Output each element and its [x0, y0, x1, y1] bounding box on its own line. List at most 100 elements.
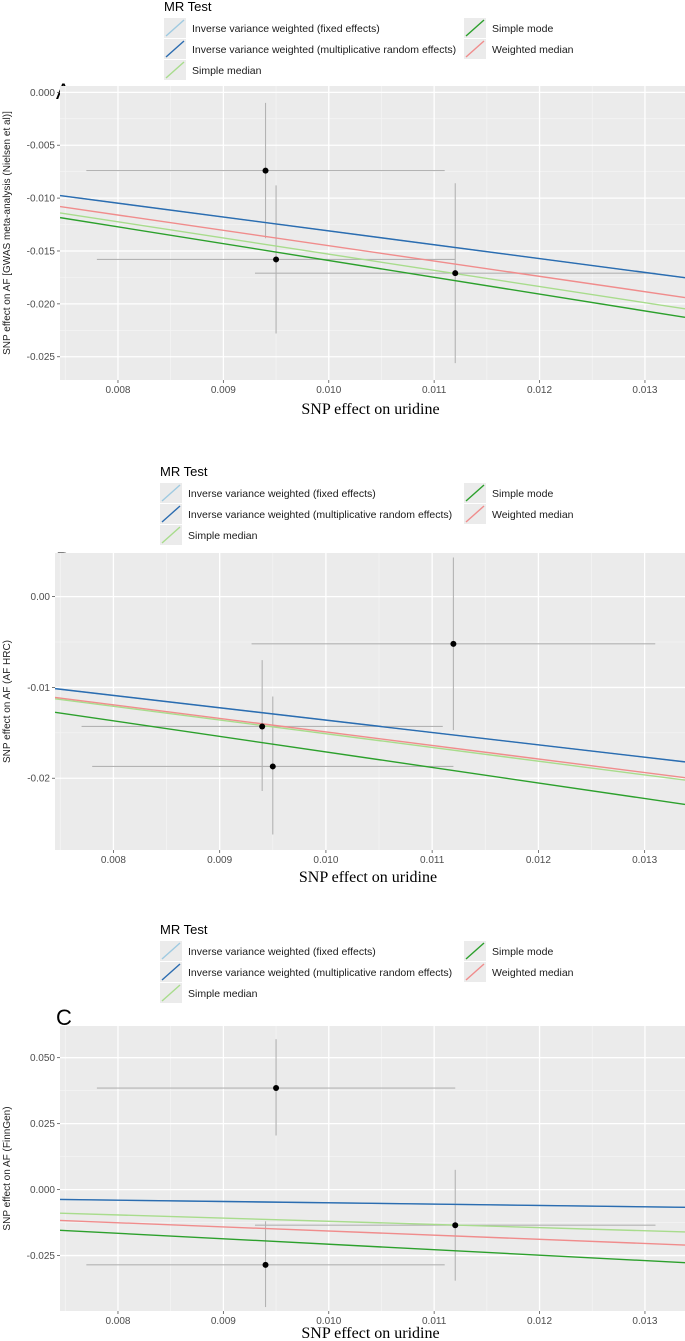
legend-key-line: [465, 40, 485, 58]
legend-item: Inverse variance weighted (multiplicativ…: [164, 39, 456, 59]
snp-point: [262, 167, 269, 174]
regression-line: [55, 696, 685, 779]
legend-label: Weighted median: [492, 967, 574, 979]
x-tick-label: 0.008: [101, 855, 126, 866]
legend-key-line: [161, 963, 181, 981]
snp-point: [452, 1222, 459, 1229]
legend-key-line: [165, 19, 185, 37]
legend-label: Inverse variance weighted (multiplicativ…: [188, 967, 452, 979]
snp-point: [259, 723, 266, 730]
snp-point: [450, 640, 457, 647]
legend-item: Simple mode: [464, 18, 553, 38]
legend-label: Weighted median: [492, 44, 574, 56]
legend-label: Simple median: [188, 988, 258, 1000]
regression-line: [60, 212, 685, 310]
snp-point: [273, 256, 280, 263]
x-tick-label: 0.012: [526, 855, 551, 866]
y-tick-label: -0.015: [27, 246, 56, 257]
legend-key-line: [465, 505, 485, 523]
legend-label: Simple mode: [492, 488, 553, 500]
legend-key-line: [161, 942, 181, 960]
y-tick-label: -0.025: [27, 1251, 56, 1262]
legend-label: Inverse variance weighted (fixed effects…: [188, 488, 376, 500]
x-tick-label: 0.009: [207, 855, 232, 866]
legend-label: Simple median: [188, 530, 258, 542]
y-tick-label: 0.050: [30, 1053, 55, 1064]
legend-label: Simple median: [192, 65, 262, 77]
legend-2: MR Test Inverse variance weighted (fixed …: [160, 922, 574, 1003]
snp-point: [273, 1085, 280, 1092]
plot-marks: [60, 102, 685, 364]
legend-1: MR Test Inverse variance weighted (fixed …: [160, 464, 574, 545]
legend-item: Simple median: [160, 983, 258, 1003]
legend-item: Inverse variance weighted (fixed effects…: [160, 483, 376, 503]
legend-title: MR Test: [164, 0, 212, 14]
legend-key-line: [161, 526, 181, 544]
snp-point: [262, 1261, 269, 1268]
y-tick-label: 0.000: [30, 1185, 55, 1196]
x-tick-label: 0.012: [527, 1316, 552, 1327]
legend-item: Simple median: [160, 525, 258, 545]
legend-label: Simple mode: [492, 23, 553, 35]
legend-0: MR Test Inverse variance weighted (fixed …: [164, 0, 574, 80]
y-tick-label: -0.025: [27, 352, 56, 363]
regression-line: [60, 1198, 685, 1208]
legend-key-line: [465, 19, 485, 37]
regression-line: [60, 1212, 685, 1233]
y-tick-label: -0.010: [27, 194, 56, 205]
legend-label: Inverse variance weighted (fixed effects…: [188, 946, 376, 958]
y-tick-label: 0.000: [30, 88, 55, 99]
legend-item: Weighted median: [464, 962, 574, 982]
x-axis-label: SNP effect on uridine: [301, 1325, 439, 1341]
legend-key-line: [161, 484, 181, 502]
x-tick-label: 0.010: [316, 1316, 341, 1327]
y-tick-label: -0.02: [27, 774, 50, 785]
regression-line: [55, 698, 685, 781]
legend-title: MR Test: [160, 922, 208, 937]
gridlines: [60, 86, 685, 380]
regression-line: [60, 1229, 685, 1264]
legend-key-line: [165, 61, 185, 79]
legend-key-line: [465, 484, 485, 502]
legend-item: Weighted median: [464, 504, 574, 524]
plot-marks: [60, 1039, 685, 1308]
legend-key-line: [465, 942, 485, 960]
x-tick-label: 0.010: [313, 855, 338, 866]
panel-C: C 0.008 0.009 0.010 0.011 0.012 0.013 0.050 0.02…: [2, 1005, 685, 1341]
legend-item: Simple mode: [464, 483, 553, 503]
x-axis-label: SNP effect on uridine: [301, 401, 439, 418]
legend-label: Inverse variance weighted (multiplicativ…: [188, 509, 452, 521]
plot-marks: [55, 557, 685, 835]
x-tick-label: 0.013: [632, 385, 657, 396]
legend-label: Inverse variance weighted (fixed effects…: [192, 23, 380, 35]
y-tick-label: -0.020: [27, 299, 56, 310]
x-tick-label: 0.013: [632, 1316, 657, 1327]
x-tick-label: 0.011: [420, 855, 445, 866]
y-tick-label: 0.00: [31, 592, 51, 603]
x-tick-label: 0.009: [211, 1316, 236, 1327]
legend-label: Inverse variance weighted (multiplicativ…: [192, 44, 456, 56]
regression-line: [60, 205, 685, 299]
legend-item: Weighted median: [464, 39, 574, 59]
x-tick-label: 0.008: [105, 385, 130, 396]
legend-key-line: [161, 505, 181, 523]
y-tick-label: -0.005: [27, 141, 56, 152]
y-tick-label: -0.01: [27, 683, 50, 694]
snp-point: [452, 270, 459, 277]
panel-B: B0.0080.0090.0100.0110.0120.0130.00-0.01…: [2, 548, 685, 886]
snp-point: [269, 763, 276, 770]
panel-A: A0.0080.0090.0100.0110.0120.0130.000-0.0…: [2, 79, 685, 418]
x-tick-label: 0.009: [211, 385, 236, 396]
legend-label: Simple mode: [492, 946, 553, 958]
x-tick-label: 0.008: [105, 1316, 130, 1327]
legend-item: Inverse variance weighted (fixed effects…: [164, 18, 380, 38]
regression-line: [60, 194, 685, 279]
y-axis-label: SNP effect on AF (FinnGen): [2, 1106, 13, 1230]
legend-title: MR Test: [160, 464, 208, 479]
legend-item: Inverse variance weighted (fixed effects…: [160, 941, 376, 961]
x-tick-label: 0.011: [422, 385, 447, 396]
plot-background: [55, 553, 685, 850]
y-axis-label: SNP effect on AF (AF HRC): [2, 640, 13, 763]
legend-label: Weighted median: [492, 509, 574, 521]
legend-key-line: [465, 963, 485, 981]
